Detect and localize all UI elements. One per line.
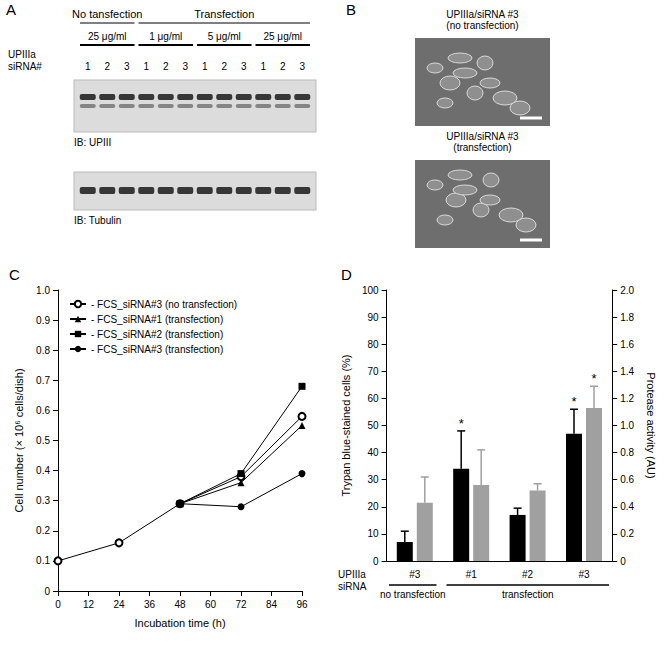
svg-text:- FCS_siRNA#2 (transfection): - FCS_siRNA#2 (transfection): [91, 329, 223, 340]
svg-text:0.4: 0.4: [36, 465, 50, 476]
svg-text:3: 3: [241, 61, 247, 72]
svg-text:3: 3: [182, 61, 188, 72]
svg-text:Incubation time (h): Incubation time (h): [134, 617, 225, 629]
svg-text:2: 2: [280, 61, 286, 72]
svg-text:Cell number (× 10⁶ cells/dish): Cell number (× 10⁶ cells/dish): [13, 368, 25, 512]
svg-text:1.4: 1.4: [620, 366, 634, 377]
svg-text:UPIIIa: UPIIIa: [338, 569, 366, 580]
svg-text:1: 1: [143, 61, 149, 72]
svg-text:B: B: [346, 1, 356, 18]
svg-text:Trypan blue-stained cells (%): Trypan blue-stained cells (%): [340, 354, 352, 496]
svg-text:0: 0: [55, 599, 61, 610]
svg-text:Transfection: Transfection: [194, 8, 254, 20]
svg-text:transfection: transfection: [502, 589, 554, 600]
svg-text:0.6: 0.6: [620, 474, 634, 485]
svg-text:0.3: 0.3: [36, 495, 50, 506]
svg-text:2: 2: [221, 61, 227, 72]
svg-text:0.5: 0.5: [36, 435, 50, 446]
svg-text:48: 48: [174, 599, 186, 610]
svg-text:2: 2: [104, 61, 110, 72]
svg-text:5 μg/ml: 5 μg/ml: [208, 31, 241, 42]
svg-text:UPIIIa: UPIIIa: [8, 49, 36, 60]
svg-text:50: 50: [367, 420, 379, 431]
svg-text:0: 0: [44, 586, 50, 597]
svg-text:C: C: [9, 266, 20, 283]
svg-text:#2: #2: [522, 569, 534, 580]
svg-text:- FCS_siRNA#1 (transfection): - FCS_siRNA#1 (transfection): [91, 314, 223, 325]
svg-text:84: 84: [266, 599, 278, 610]
svg-text:0.2: 0.2: [620, 528, 634, 539]
svg-text:12: 12: [83, 599, 95, 610]
svg-text:(no transfection): (no transfection): [446, 20, 518, 31]
svg-text:siRNA#: siRNA#: [8, 61, 42, 72]
svg-text:0.4: 0.4: [620, 501, 634, 512]
svg-text:#3: #3: [578, 569, 590, 580]
svg-text:IB: UPIII: IB: UPIII: [74, 137, 111, 148]
svg-text:100: 100: [362, 285, 379, 296]
svg-text:0.8: 0.8: [36, 345, 50, 356]
svg-text:#3: #3: [409, 569, 421, 580]
svg-text:Protease activity (AU): Protease activity (AU): [645, 372, 657, 478]
svg-text:1: 1: [202, 61, 208, 72]
svg-text:0: 0: [373, 556, 379, 567]
svg-text:25 μg/ml: 25 μg/ml: [88, 31, 127, 42]
svg-text:siRNA: siRNA: [338, 581, 367, 592]
svg-text:1: 1: [85, 61, 91, 72]
svg-text:0.6: 0.6: [36, 405, 50, 416]
svg-text:No tansfection: No tansfection: [72, 8, 142, 20]
svg-text:96: 96: [296, 599, 308, 610]
svg-text:3: 3: [124, 61, 130, 72]
svg-text:*: *: [459, 416, 464, 431]
svg-text:(transfection): (transfection): [453, 142, 511, 153]
svg-text:*: *: [591, 371, 596, 386]
svg-text:2.0: 2.0: [620, 285, 634, 296]
svg-text:40: 40: [367, 447, 379, 458]
svg-text:25 μg/ml: 25 μg/ml: [263, 31, 302, 42]
svg-text:3: 3: [299, 61, 305, 72]
svg-text:0.9: 0.9: [36, 315, 50, 326]
svg-text:D: D: [341, 266, 352, 283]
svg-text:30: 30: [367, 474, 379, 485]
svg-text:24: 24: [113, 599, 125, 610]
svg-text:*: *: [571, 394, 576, 409]
svg-text:1.0: 1.0: [620, 420, 634, 431]
svg-text:UPIIIa/siRNA #3: UPIIIa/siRNA #3: [446, 131, 519, 142]
svg-text:36: 36: [144, 599, 156, 610]
svg-text:- FCS_siRNA#3 (transfection): - FCS_siRNA#3 (transfection): [91, 344, 223, 355]
svg-text:1: 1: [260, 61, 266, 72]
svg-text:80: 80: [367, 339, 379, 350]
svg-text:- FCS_siRNA#3 (no transfection: - FCS_siRNA#3 (no transfection): [91, 299, 237, 310]
svg-text:90: 90: [367, 312, 379, 323]
svg-text:no transfection: no transfection: [380, 589, 446, 600]
svg-text:0.7: 0.7: [36, 375, 50, 386]
svg-text:10: 10: [367, 528, 379, 539]
svg-text:20: 20: [367, 501, 379, 512]
svg-text:0.1: 0.1: [36, 555, 50, 566]
svg-text:#1: #1: [466, 569, 478, 580]
svg-text:0.2: 0.2: [36, 525, 50, 536]
svg-text:UPIIIa/siRNA #3: UPIIIa/siRNA #3: [446, 9, 519, 20]
svg-text:60: 60: [367, 393, 379, 404]
svg-text:2: 2: [163, 61, 169, 72]
svg-text:1.2: 1.2: [620, 393, 634, 404]
svg-text:1.8: 1.8: [620, 312, 634, 323]
svg-text:1.0: 1.0: [36, 285, 50, 296]
svg-text:0.8: 0.8: [620, 447, 634, 458]
svg-text:1 μg/ml: 1 μg/ml: [149, 31, 182, 42]
svg-text:70: 70: [367, 366, 379, 377]
svg-text:1.6: 1.6: [620, 339, 634, 350]
svg-text:IB: Tubulin: IB: Tubulin: [74, 215, 121, 226]
svg-text:A: A: [6, 1, 16, 18]
svg-text:60: 60: [205, 599, 217, 610]
svg-text:72: 72: [235, 599, 247, 610]
svg-text:0: 0: [620, 556, 626, 567]
